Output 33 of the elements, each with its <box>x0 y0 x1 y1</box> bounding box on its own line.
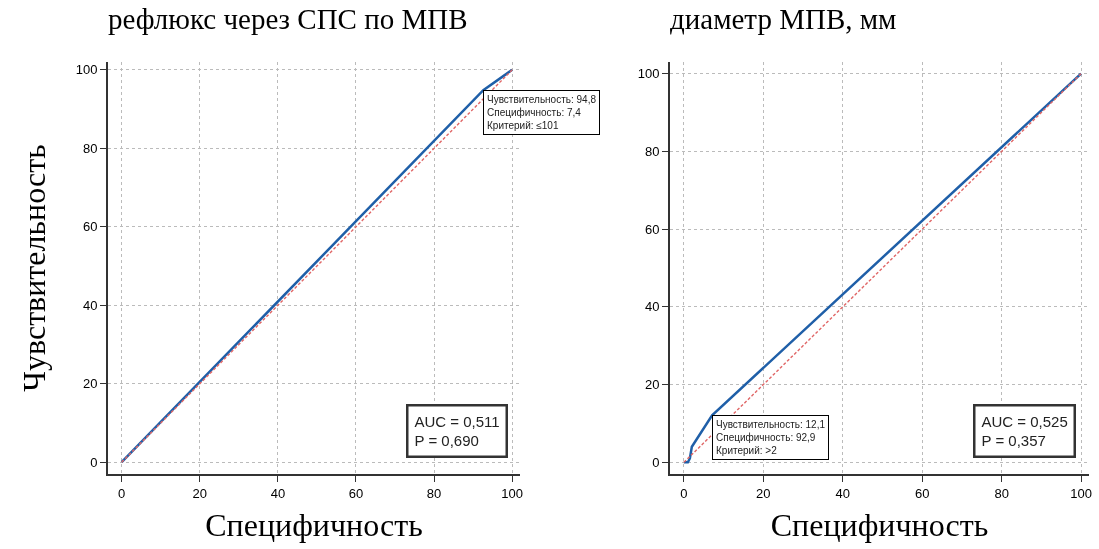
y-tick-label: 40 <box>82 297 98 313</box>
x-axis-title: Специфичность <box>205 507 423 543</box>
y-tick-label: 80 <box>82 140 98 156</box>
y-tick-label: 20 <box>644 377 660 393</box>
x-tick-label: 60 <box>348 485 364 501</box>
y-tick-label: 60 <box>644 221 660 237</box>
y-tick-label: 0 <box>652 454 660 470</box>
annotation: AUC = 0,511 P = 0,690 <box>414 412 500 449</box>
chart-title: диаметр МПВ, мм <box>670 2 897 35</box>
y-tick-label: 20 <box>82 376 98 392</box>
y-tick-label: 80 <box>644 143 660 159</box>
y-tick-label: 40 <box>644 299 660 315</box>
x-tick-label: 60 <box>914 485 930 501</box>
y-tick-label: 100 <box>75 62 98 78</box>
y-tick-label: 0 <box>90 454 98 470</box>
x-tick-label: 100 <box>501 485 524 501</box>
x-tick-label: 100 <box>1070 485 1092 501</box>
x-tick-label: 80 <box>426 485 442 501</box>
annotation: AUC = 0,525 P = 0,357 <box>981 412 1068 449</box>
annotation: Чувствительность: 94,8 Специфичность: 7,4 Критерий: ≤101 <box>487 94 597 131</box>
x-tick-label: 0 <box>118 485 126 501</box>
y-tick-label: 60 <box>82 219 98 235</box>
x-tick-label: 20 <box>192 485 207 501</box>
x-tick-label: 40 <box>270 485 286 501</box>
y-tick-label: 100 <box>637 66 660 82</box>
annotation: Чувствительность: 12,1 Специфичность: 92,9 Критерий: >2 <box>716 419 826 456</box>
y-axis-title: Чувствительность <box>16 144 53 392</box>
chart-title: рефлюкс через СПС по МПВ <box>108 2 468 35</box>
x-tick-label: 0 <box>680 485 688 501</box>
x-tick-label: 40 <box>835 485 850 501</box>
x-tick-label: 80 <box>994 485 1009 501</box>
x-axis-title: Специфичность <box>770 507 989 543</box>
x-tick-label: 20 <box>756 485 771 501</box>
